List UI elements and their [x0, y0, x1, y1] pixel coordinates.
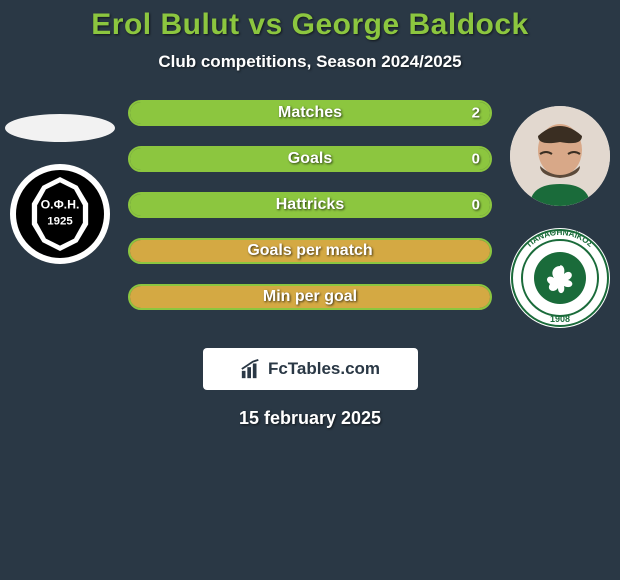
stat-label: Goals per match [247, 242, 372, 260]
stat-row: Goals per match [128, 238, 492, 264]
barchart-icon [240, 358, 262, 380]
stat-label: Hattricks [276, 196, 344, 214]
stat-row: Goals 0 [128, 146, 492, 172]
svg-text:1908: 1908 [550, 314, 570, 324]
date-text: 15 february 2025 [239, 408, 381, 429]
subtitle: Club competitions, Season 2024/2025 [0, 52, 620, 72]
stat-value-right: 0 [472, 151, 480, 168]
left-player-photo [5, 114, 115, 142]
svg-text:1925: 1925 [47, 216, 73, 228]
stat-label: Min per goal [263, 288, 357, 306]
stat-label: Goals [288, 150, 332, 168]
stat-row: Matches 2 [128, 100, 492, 126]
stat-value-right: 2 [472, 105, 480, 122]
right-column: ΠΑΝΑΘΗΝΑΪΚΟΣ 1908 [500, 100, 620, 328]
footer: FcTables.com 15 february 2025 [0, 348, 620, 429]
right-player-photo [510, 106, 610, 206]
stat-row: Hattricks 0 [128, 192, 492, 218]
left-column: Ο.Φ.Η. 1925 [0, 100, 120, 264]
right-club-badge: ΠΑΝΑΘΗΝΑΪΚΟΣ 1908 [510, 228, 610, 328]
svg-text:Ο.Φ.Η.: Ο.Φ.Η. [41, 198, 80, 212]
stat-row: Min per goal [128, 284, 492, 310]
stat-value-right: 0 [472, 197, 480, 214]
comparison-card: Erol Bulut vs George Baldock Club compet… [0, 0, 620, 429]
page-title: Erol Bulut vs George Baldock [0, 8, 620, 42]
site-logo[interactable]: FcTables.com [203, 348, 418, 390]
stats-column: Matches 2 Goals 0 Hattricks 0 Goals per match M… [120, 100, 500, 310]
left-club-badge: Ο.Φ.Η. 1925 [10, 164, 110, 264]
panathinaikos-badge-icon: ΠΑΝΑΘΗΝΑΪΚΟΣ 1908 [510, 228, 610, 328]
content-grid: Ο.Φ.Η. 1925 Matches2Goals0Hattricks0Goal… [0, 100, 620, 328]
player-avatar-icon [510, 106, 610, 206]
ofi-badge-icon: Ο.Φ.Η. 1925 [16, 170, 104, 258]
site-logo-text: FcTables.com [268, 359, 380, 379]
stat-label: Matches [278, 104, 342, 122]
